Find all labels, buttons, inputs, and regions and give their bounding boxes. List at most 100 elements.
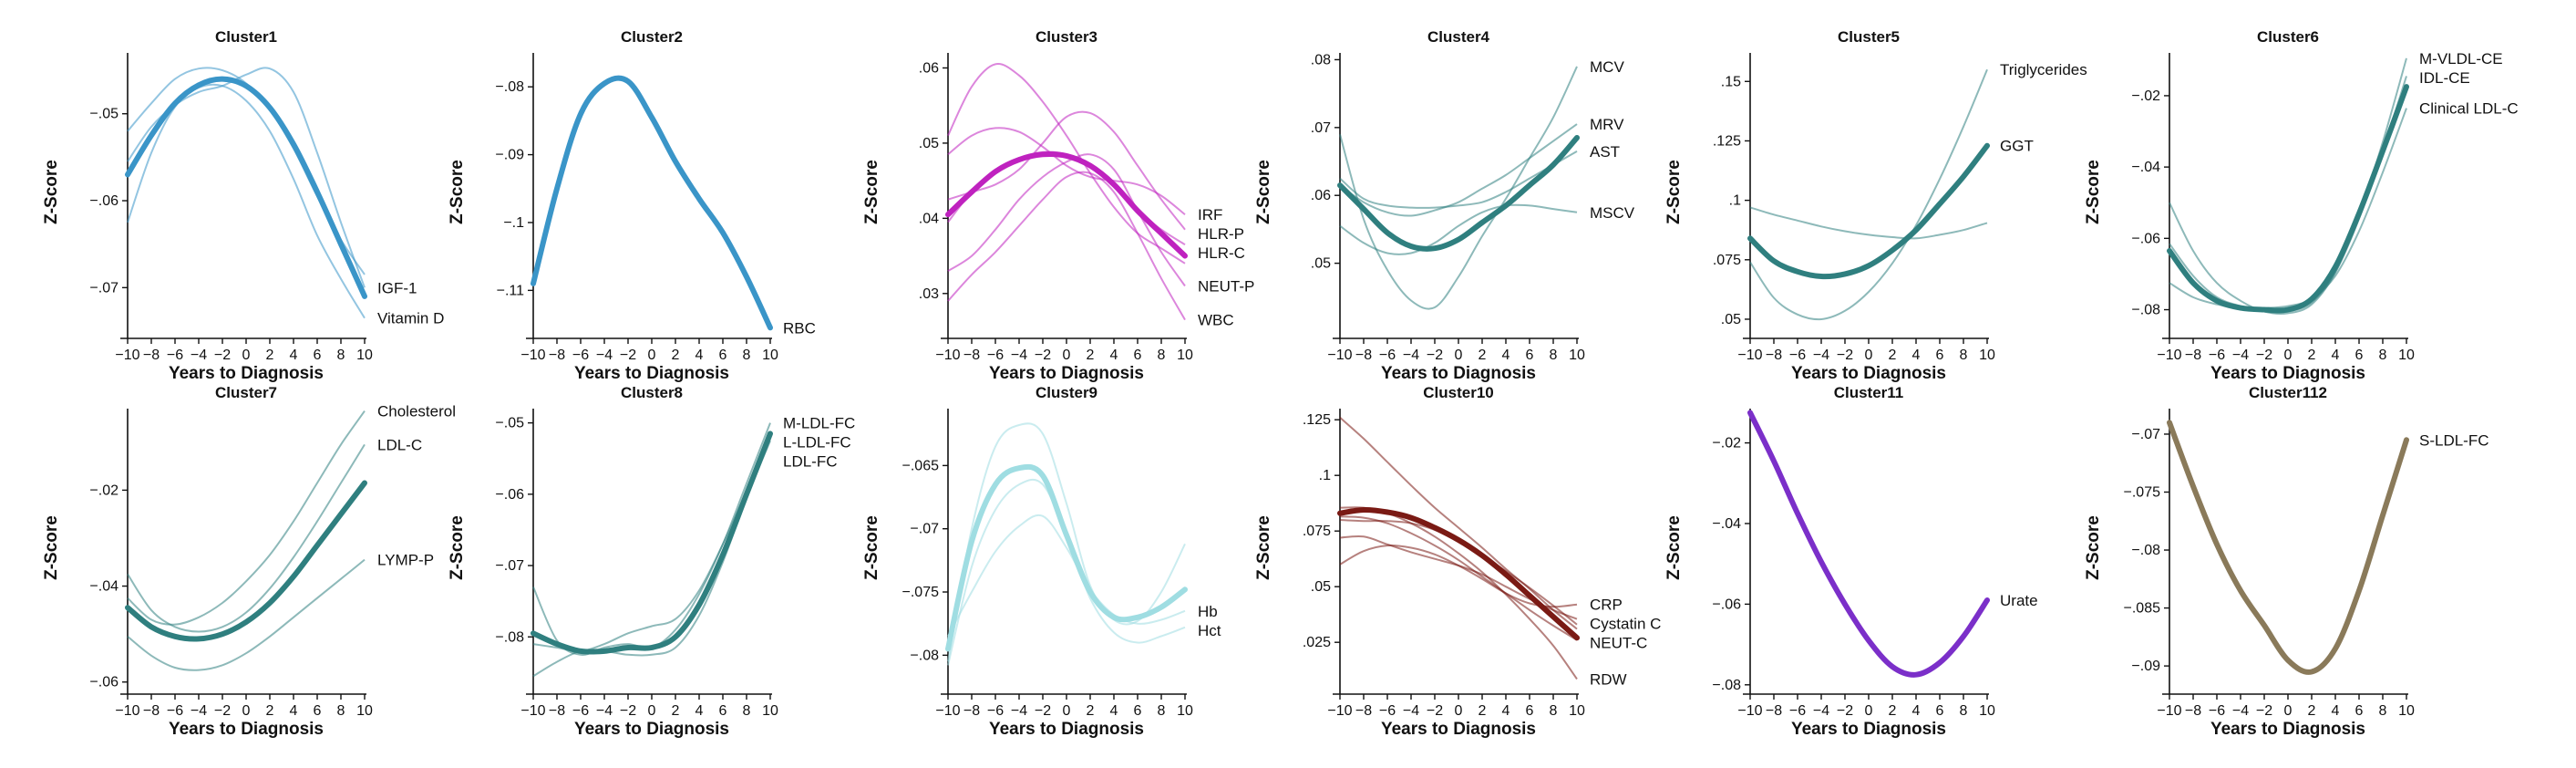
y-tick-label: −.075 (2124, 485, 2161, 501)
panel-title: Cluster10 (1423, 384, 1493, 401)
y-tick-label: −.08 (495, 629, 524, 645)
x-tick-label: 4 (696, 703, 704, 719)
cluster-mean-line (125, 76, 367, 299)
x-tick-label: 8 (1158, 348, 1166, 363)
series-label: Hct (1198, 622, 1221, 639)
x-tick-label: 8 (2379, 348, 2387, 363)
x-tick-label: −2 (1035, 703, 1051, 719)
series-label: RDW (1590, 670, 1627, 688)
x-tick-label: 10 (1569, 703, 1585, 719)
series-line (127, 410, 366, 626)
y-tick-label: .125 (1713, 133, 1741, 149)
x-tick-label: 2 (1479, 703, 1487, 719)
panel-title: Cluster1 (215, 28, 277, 46)
y-tick-label: .1 (1729, 193, 1741, 209)
x-tick-label: −4 (1813, 703, 1829, 719)
series-line (532, 440, 771, 678)
y-tick-label: .05 (1721, 312, 1741, 327)
x-tick-label: 4 (290, 703, 298, 719)
y-tick-label: −.07 (495, 558, 524, 574)
y-tick-label: −.04 (2131, 160, 2160, 175)
x-tick-label: 6 (1936, 348, 1944, 363)
y-tick-label: .04 (919, 211, 939, 226)
x-tick-label: 8 (1960, 703, 1968, 719)
x-axis-title: Years to Diagnosis (1791, 364, 1946, 383)
x-tick-label: −6 (1379, 703, 1396, 719)
x-tick-label: −6 (572, 703, 589, 719)
panel-title: Cluster5 (1838, 28, 1900, 46)
x-axis-title: Years to Diagnosis (1791, 720, 1946, 739)
x-tick-label: 6 (719, 348, 727, 363)
cluster-mean-line (2167, 84, 2409, 314)
series-label: MCV (1590, 58, 1624, 76)
x-tick-label: −8 (1766, 348, 1782, 363)
x-tick-label: −10 (520, 348, 545, 363)
x-tick-label: 0 (648, 703, 656, 719)
series-line (127, 558, 366, 671)
panel-title: Cluster112 (2249, 384, 2327, 401)
y-tick-label: .075 (1713, 253, 1741, 268)
y-axis-title: Z-Score (42, 515, 61, 580)
series-label: AST (1590, 143, 1620, 161)
x-tick-label: −4 (1813, 348, 1829, 363)
y-tick-label: −.06 (89, 193, 118, 209)
series-label: Hb (1198, 603, 1218, 620)
cluster-mean-line (945, 150, 1188, 259)
y-axis-title: Z-Score (862, 515, 881, 580)
series-label: CRP (1590, 597, 1623, 614)
x-axis-title: Years to Diagnosis (989, 720, 1144, 739)
panel-title: Cluster4 (1427, 28, 1490, 46)
cluster-mean-line (531, 431, 773, 655)
panel-cluster11: Cluster11 −.08 −.06 −.04 −.02 −10 −8 −6 −4 −2 0 2 4 6… (1664, 384, 2038, 739)
y-tick-label: −.07 (89, 280, 118, 296)
y-tick-label: −.09 (495, 148, 524, 163)
y-tick-label: −.05 (495, 416, 524, 431)
x-tick-label: −10 (2157, 348, 2181, 363)
series-label: MRV (1590, 116, 1624, 133)
y-tick-label: −.02 (2131, 88, 2160, 104)
x-tick-label: 8 (2379, 703, 2387, 719)
panel-cluster10: Cluster10 .025 .05 .075 .1 .125 −10 −8 −6 −4 −2 0 2 4… (1254, 384, 1661, 739)
series-line (1339, 123, 1578, 217)
series-label: HLR-P (1198, 225, 1244, 243)
panel-cluster9: Cluster9 −.08 −.075 −.07 −.065 −10 −8 −6 −4 −2 0 2 4… (862, 384, 1221, 739)
x-tick-label: 6 (1936, 703, 1944, 719)
x-tick-label: −6 (1789, 348, 1806, 363)
series-line (947, 514, 1186, 637)
y-tick-label: .06 (919, 60, 939, 76)
x-tick-label: −2 (1035, 348, 1051, 363)
series-line (2169, 76, 2407, 314)
series-label: GGT (2000, 138, 2034, 155)
x-axis-title: Years to Diagnosis (169, 364, 324, 383)
y-tick-label: .07 (1311, 120, 1331, 136)
y-tick-label: −.02 (89, 483, 118, 498)
panel-cluster112: Cluster112−.09−.085−.08−.075−.07−10 −8 −6−… (2084, 384, 2489, 739)
x-tick-label: −10 (115, 348, 139, 363)
x-tick-label: −10 (1737, 348, 1762, 363)
x-tick-label: −4 (1011, 703, 1027, 719)
x-tick-label: −10 (520, 703, 545, 719)
x-tick-label: 10 (1177, 348, 1193, 363)
series-line (532, 422, 771, 656)
series-line (532, 433, 771, 652)
x-tick-label: −4 (2232, 703, 2249, 719)
x-tick-label: −2 (2256, 703, 2272, 719)
y-axis-title: Z-Score (1254, 515, 1273, 580)
series-label: HLR-C (1198, 244, 1245, 262)
x-tick-label: 0 (1865, 703, 1873, 719)
series-label: M-VLDL-CE (2419, 50, 2503, 67)
y-tick-label: −.06 (2131, 231, 2160, 246)
cluster-mean-line (1337, 135, 1580, 252)
y-tick-label: .08 (1311, 52, 1331, 67)
x-tick-label: −10 (1327, 348, 1352, 363)
series-label: LYMP-P (377, 552, 434, 569)
x-tick-label: 2 (672, 348, 680, 363)
x-tick-label: 2 (1889, 703, 1897, 719)
x-tick-label: 10 (2398, 348, 2415, 363)
panel-cluster7: Cluster7 −.06 −.04 −.02 −10 −8 −6 −4 −2 0 2 4 6 8 10 Ye… (42, 384, 456, 739)
panel-title: Cluster2 (621, 28, 683, 46)
y-tick-label: .05 (1311, 256, 1331, 272)
y-tick-label: −.08 (2131, 543, 2160, 558)
x-tick-label: −8 (2185, 703, 2201, 719)
x-tick-label: −8 (1355, 348, 1372, 363)
